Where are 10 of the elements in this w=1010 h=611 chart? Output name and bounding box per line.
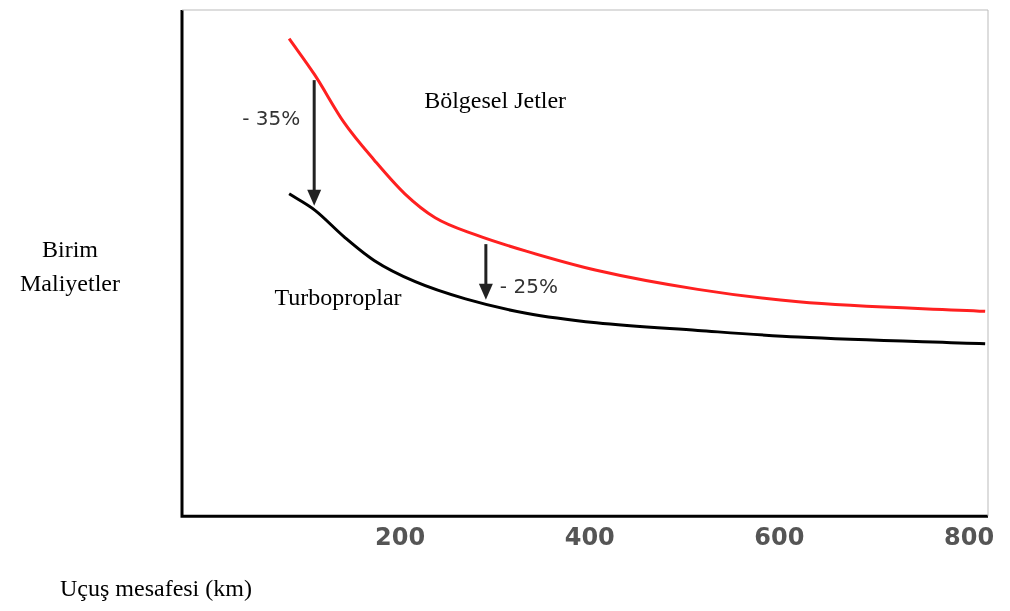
text: Bölgesel Jetler [424,86,567,113]
x-axis-title: Uçuş mesafesi (km) [60,575,252,602]
x-tick-label: 800 [943,522,995,551]
series-label: Turboproplar [274,284,402,311]
x-tick-label: 200 [375,522,426,551]
x-tick-label: 400 [564,522,615,551]
y-axis-title: Birim Maliyetler [20,235,120,298]
annotation: - 25% [499,273,558,298]
annotation: - 35% [242,106,301,131]
x-tick-label: 600 [754,522,805,551]
